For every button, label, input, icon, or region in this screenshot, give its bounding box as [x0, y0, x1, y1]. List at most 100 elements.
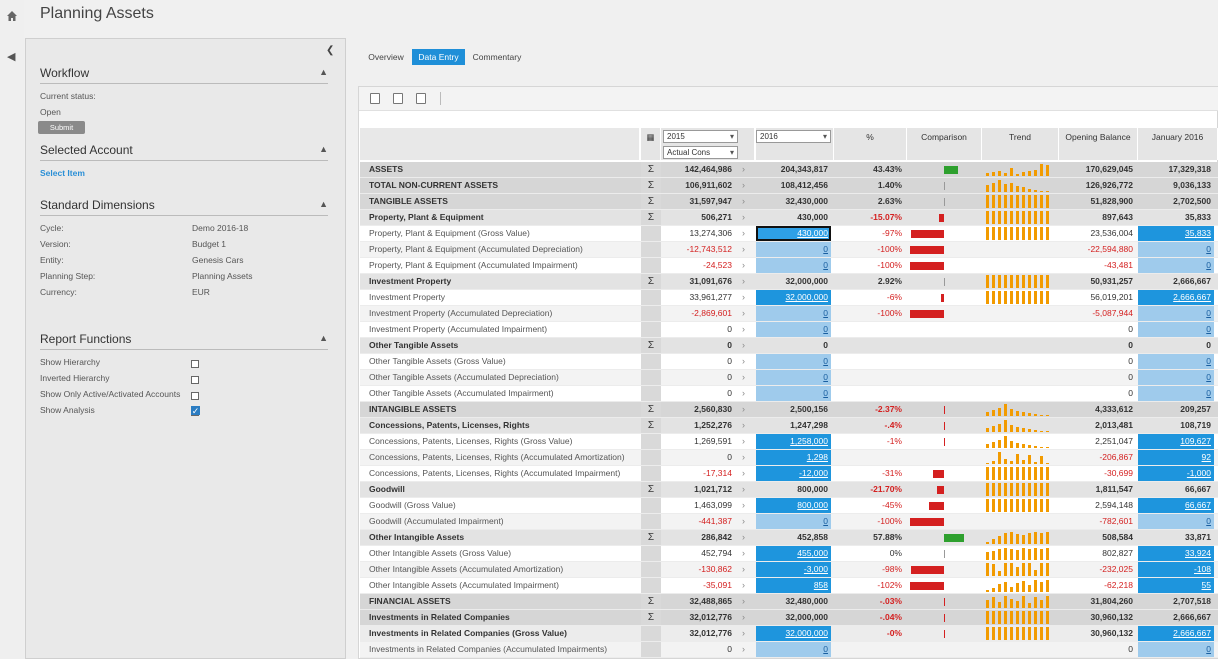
value-2016-input[interactable]: 0	[756, 514, 831, 529]
sum-icon[interactable]	[641, 434, 661, 449]
version1-select[interactable]: Actual Cons	[663, 146, 738, 159]
value-january-2016[interactable]: 33,924	[1138, 546, 1214, 561]
sum-icon[interactable]	[641, 466, 661, 481]
value-2016-input[interactable]: 0	[756, 370, 831, 385]
report-functions-header[interactable]: Report Functions ▲	[40, 332, 328, 350]
select-item-link[interactable]: Select Item	[40, 168, 85, 178]
value-january-2016[interactable]: 0	[1138, 386, 1214, 401]
value-2016-input[interactable]: 800,000	[756, 498, 831, 513]
value-2016-input[interactable]: 1,258,000	[756, 434, 831, 449]
copy-icon[interactable]	[393, 93, 403, 104]
value-january-2016[interactable]: -108	[1138, 562, 1214, 577]
chevron-right-icon[interactable]: ›	[742, 212, 745, 222]
selected-account-header[interactable]: Selected Account ▲	[40, 143, 328, 161]
account-name[interactable]: Other Tangible Assets (Accumulated Depre…	[369, 372, 559, 382]
chevron-right-icon[interactable]: ›	[742, 196, 745, 206]
chevron-right-icon[interactable]: ›	[742, 644, 745, 654]
value-2016-input[interactable]: 0	[756, 242, 831, 257]
value-2016-input[interactable]: 430,000	[756, 226, 831, 241]
sum-icon[interactable]: Σ	[641, 530, 661, 545]
account-name[interactable]: Other Tangible Assets (Accumulated Impai…	[369, 388, 554, 398]
chevron-right-icon[interactable]: ›	[742, 420, 745, 430]
sum-icon[interactable]: Σ	[641, 194, 661, 209]
value-2016-input[interactable]: 0	[756, 642, 831, 657]
sum-icon[interactable]	[641, 546, 661, 561]
value-2016-input[interactable]: 455,000	[756, 546, 831, 561]
report-function-checkbox[interactable]	[191, 376, 199, 384]
chevron-right-icon[interactable]: ›	[742, 164, 745, 174]
chevron-up-icon[interactable]: ▲	[319, 67, 328, 77]
value-2016-input[interactable]: 0	[756, 322, 831, 337]
value-2016-input[interactable]: 0	[756, 386, 831, 401]
sum-icon[interactable]	[641, 354, 661, 369]
account-name[interactable]: Investment Property (Accumulated Depreci…	[369, 308, 553, 318]
sum-icon[interactable]	[641, 386, 661, 401]
value-january-2016[interactable]: 0	[1138, 514, 1214, 529]
account-name[interactable]: Other Intangible Assets (Gross Value)	[369, 548, 512, 558]
chevron-right-icon[interactable]: ›	[742, 628, 745, 638]
value-2016-input[interactable]: 0	[756, 354, 831, 369]
value-january-2016[interactable]: 109,627	[1138, 434, 1214, 449]
chevron-right-icon[interactable]: ›	[742, 228, 745, 238]
sum-icon[interactable]: Σ	[641, 162, 661, 177]
sum-icon[interactable]: Σ	[641, 274, 661, 289]
chevron-right-icon[interactable]: ›	[742, 308, 745, 318]
panel-collapse-icon[interactable]: ❮	[326, 45, 335, 56]
account-name[interactable]: Concessions, Patents, Licenses, Rights (…	[369, 436, 573, 446]
export-icon[interactable]	[370, 93, 380, 104]
report-function-checkbox[interactable]	[191, 360, 199, 368]
chevron-right-icon[interactable]: ›	[742, 388, 745, 398]
chevron-right-icon[interactable]: ›	[742, 612, 745, 622]
chevron-right-icon[interactable]: ›	[742, 356, 745, 366]
sum-icon[interactable]	[641, 258, 661, 273]
home-icon[interactable]	[6, 10, 18, 22]
sum-icon[interactable]	[641, 322, 661, 337]
chevron-up-icon[interactable]: ▲	[319, 144, 328, 154]
account-name[interactable]: Investment Property	[369, 276, 452, 286]
chevron-right-icon[interactable]: ›	[742, 260, 745, 270]
value-january-2016[interactable]: 0	[1138, 242, 1214, 257]
tab-commentary[interactable]: Commentary	[472, 52, 522, 62]
sum-icon[interactable]	[641, 578, 661, 593]
table-icon[interactable]: ▦	[646, 132, 655, 142]
standard-dimensions-header[interactable]: Standard Dimensions ▲	[40, 198, 328, 216]
account-name[interactable]: TOTAL NON-CURRENT ASSETS	[369, 180, 499, 190]
sum-icon[interactable]: Σ	[641, 210, 661, 225]
account-name[interactable]: Property, Plant & Equipment	[369, 212, 484, 222]
sum-icon[interactable]	[641, 498, 661, 513]
tab-overview[interactable]: Overview	[368, 52, 404, 62]
sum-icon[interactable]: Σ	[641, 402, 661, 417]
sum-icon[interactable]	[641, 226, 661, 241]
collapse-left-icon[interactable]: ◀	[7, 51, 16, 63]
sum-icon[interactable]: Σ	[641, 482, 661, 497]
account-name[interactable]: TANGIBLE ASSETS	[369, 196, 448, 206]
sum-icon[interactable]: Σ	[641, 338, 661, 353]
account-name[interactable]: Other Intangible Assets (Accumulated Imp…	[369, 580, 559, 590]
account-name[interactable]: Investments in Related Companies (Gross …	[369, 628, 567, 638]
sum-icon[interactable]: Σ	[641, 418, 661, 433]
chevron-right-icon[interactable]: ›	[742, 404, 745, 414]
chevron-right-icon[interactable]: ›	[742, 292, 745, 302]
account-name[interactable]: Other Tangible Assets (Gross Value)	[369, 356, 506, 366]
value-january-2016[interactable]: 35,833	[1138, 226, 1214, 241]
account-name[interactable]: FINANCIAL ASSETS	[369, 596, 451, 606]
value-january-2016[interactable]: 0	[1138, 370, 1214, 385]
account-name[interactable]: Goodwill	[369, 484, 405, 494]
value-january-2016[interactable]: 0	[1138, 642, 1214, 657]
account-name[interactable]: Investments in Related Companies	[369, 612, 510, 622]
report-function-checkbox[interactable]	[191, 406, 200, 416]
report-function-checkbox[interactable]	[191, 392, 199, 400]
chevron-up-icon[interactable]: ▲	[319, 333, 328, 343]
sum-icon[interactable]	[641, 562, 661, 577]
workflow-section-header[interactable]: Workflow ▲	[40, 66, 328, 84]
account-name[interactable]: Property, Plant & Equipment (Accumulated…	[369, 260, 578, 270]
chevron-right-icon[interactable]: ›	[742, 532, 745, 542]
chevron-right-icon[interactable]: ›	[742, 180, 745, 190]
chevron-right-icon[interactable]: ›	[742, 564, 745, 574]
account-name[interactable]: Property, Plant & Equipment (Accumulated…	[369, 244, 583, 254]
chevron-up-icon[interactable]: ▲	[319, 199, 328, 209]
account-name[interactable]: Investments in Related Companies (Accumu…	[369, 644, 608, 654]
chevron-right-icon[interactable]: ›	[742, 468, 745, 478]
value-january-2016[interactable]: 2,666,667	[1138, 626, 1214, 641]
account-name[interactable]: ASSETS	[369, 164, 404, 174]
